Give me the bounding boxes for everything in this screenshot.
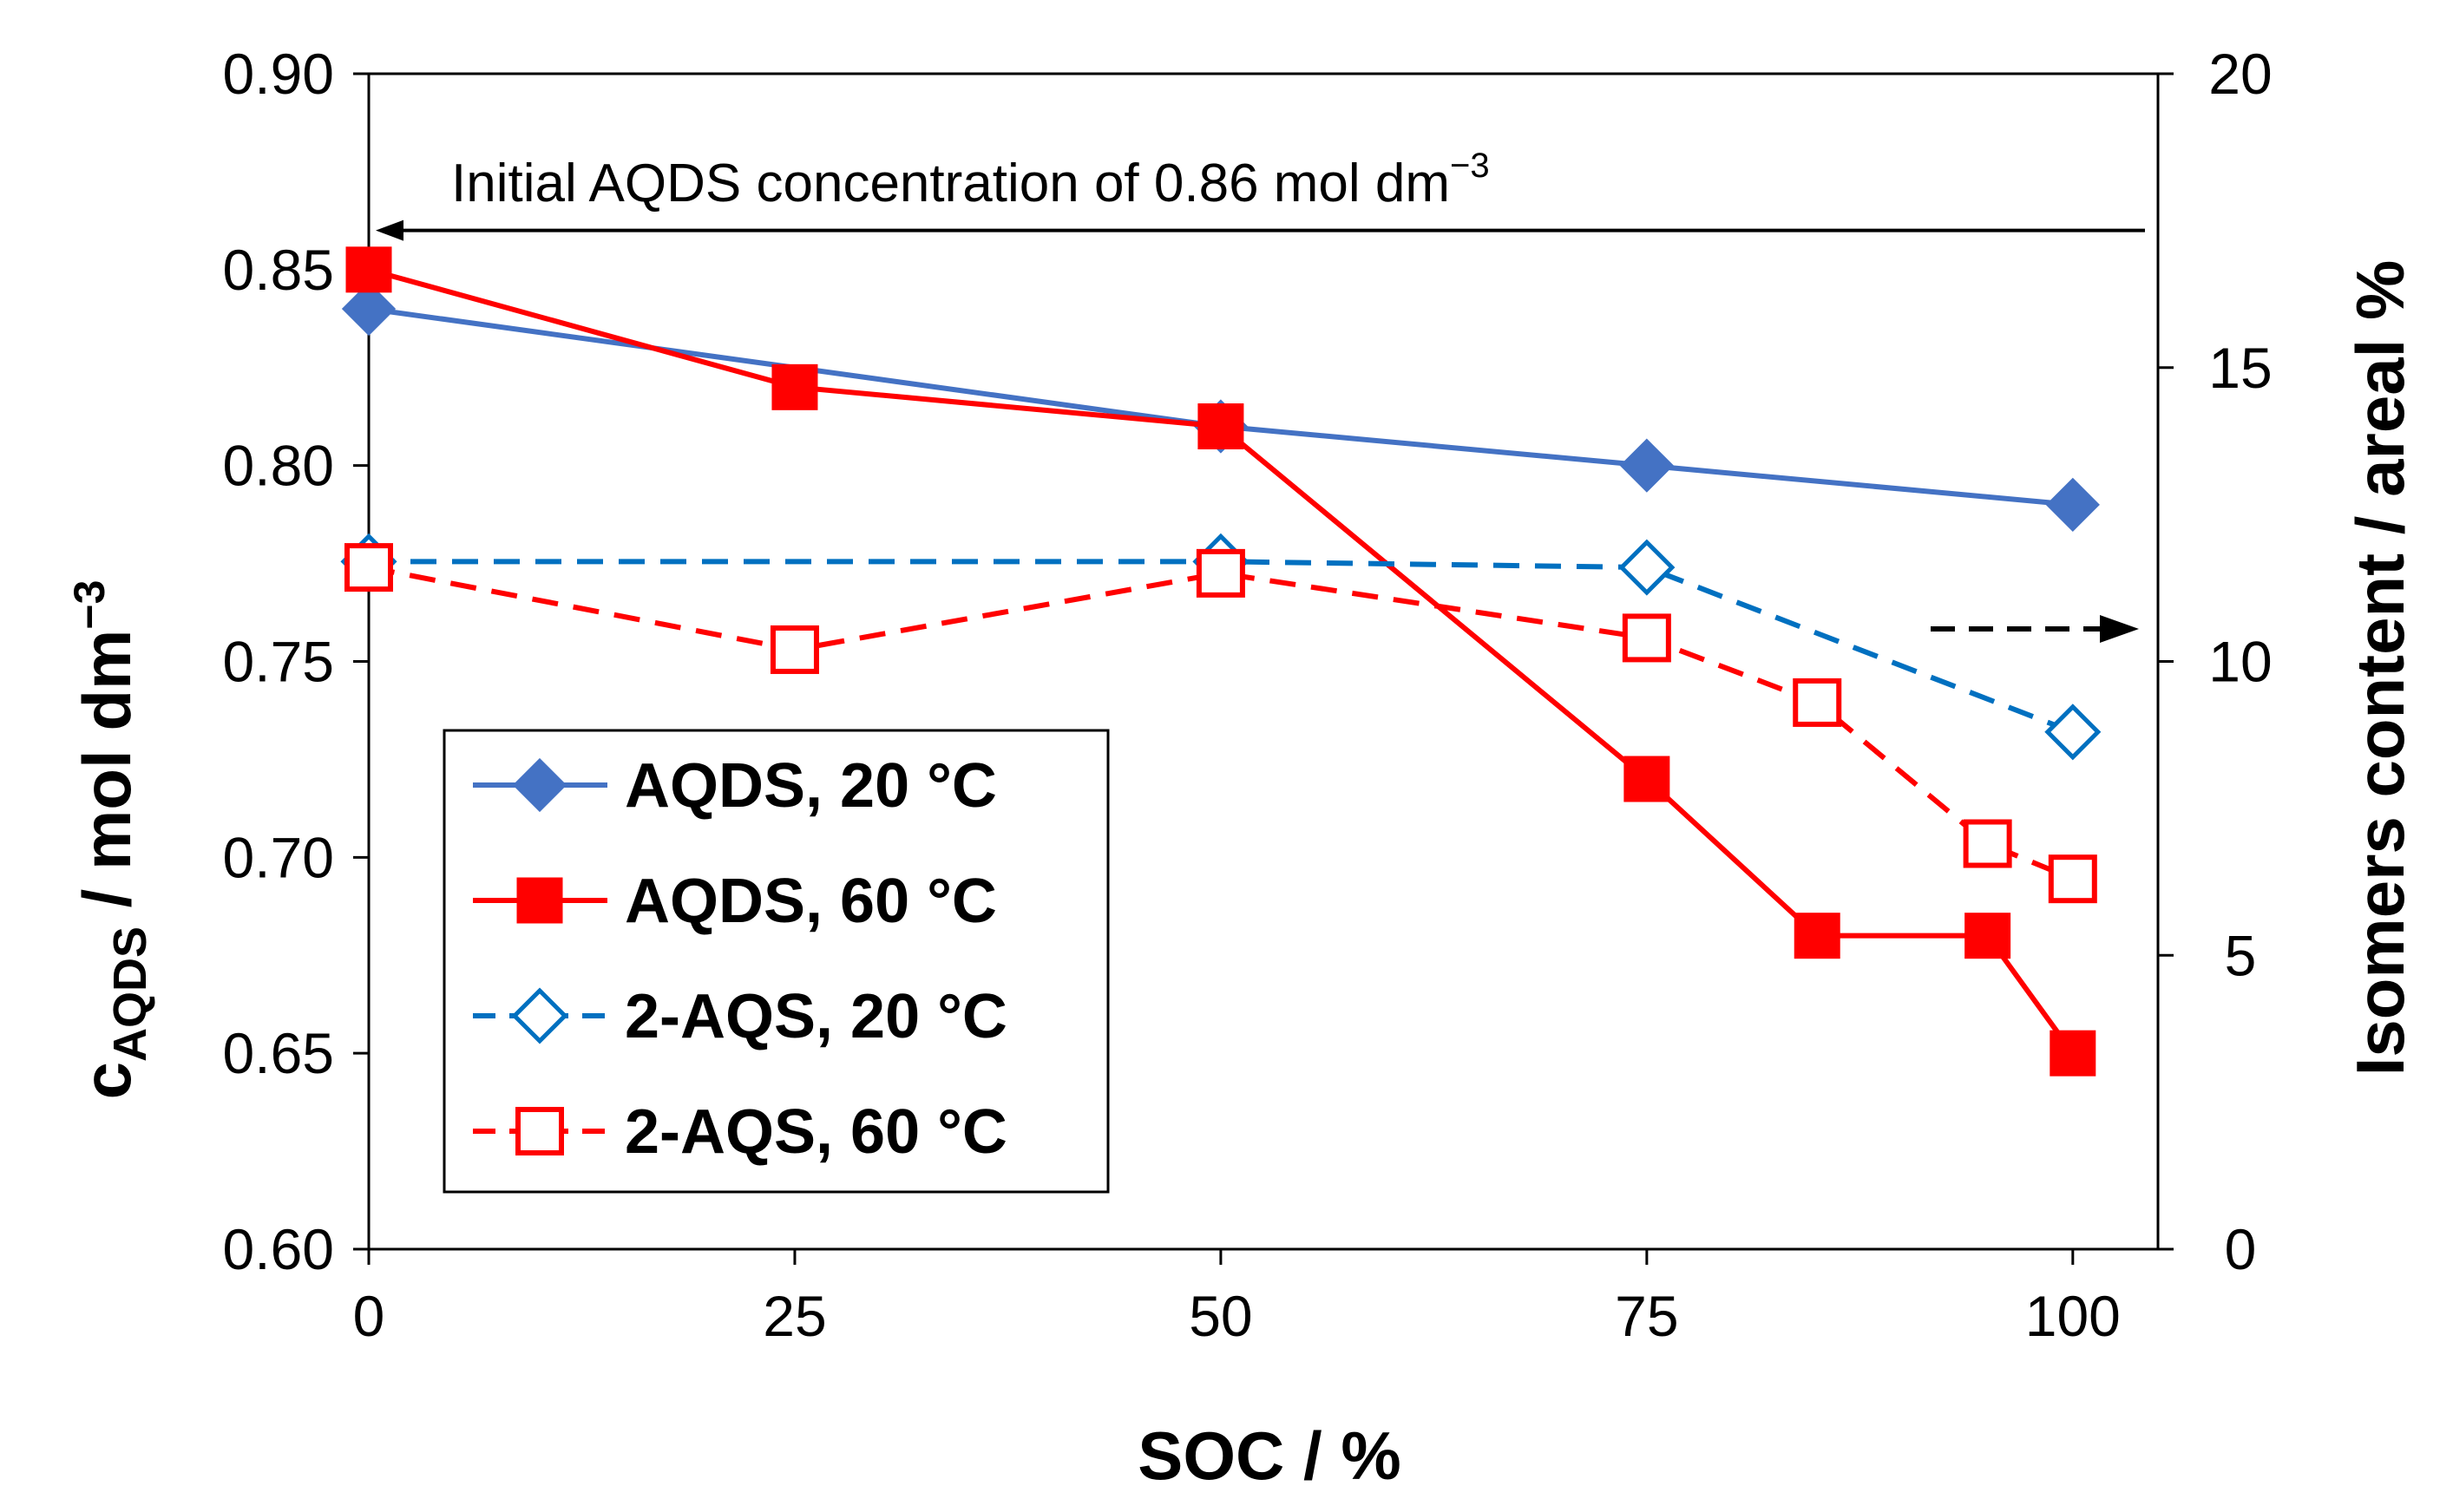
legend-marker [511, 987, 568, 1044]
legend-marker [515, 1107, 564, 1155]
y-axis-left-title: cAQDS / mol dm−3 [65, 580, 156, 1100]
x-tick-label: 25 [763, 1284, 826, 1348]
data-point [2045, 477, 2100, 532]
series-1 [345, 246, 2096, 1077]
axes: 0 25 50 75 100 0.60 0.65 0.70 0.75 0.80 0.85 0.90 0 5… [223, 42, 2273, 1348]
y-left-tick-label: 0.75 [223, 630, 334, 694]
x-tick-label: 75 [1615, 1284, 1678, 1348]
y-right-tick-label: 15 [2208, 336, 2272, 400]
data-point [2044, 704, 2102, 761]
data-point [1197, 403, 1244, 449]
legend-marker [516, 877, 563, 924]
series [340, 246, 2102, 1077]
legend-label: AQDS, 60 °C [625, 867, 997, 936]
data-point [2048, 854, 2097, 904]
x-axis-title: SOC / % [1138, 1417, 1400, 1494]
y-left-tick-label: 0.60 [223, 1217, 334, 1281]
data-point [1622, 613, 1671, 663]
y-left-tick-label: 0.90 [223, 42, 334, 106]
right-axis-arrowhead [2100, 615, 2139, 643]
annotation: Initial AQDS concentration of 0.86 mol d… [451, 147, 1490, 213]
y-right-tick-label: 10 [2208, 630, 2272, 694]
data-point [344, 543, 393, 592]
data-point [2050, 1030, 2096, 1077]
x-tick-label: 50 [1189, 1284, 1252, 1348]
legend-label: 2-AQS, 60 °C [625, 1097, 1007, 1167]
data-point [1963, 819, 2012, 868]
y-left-tick-label: 0.85 [223, 238, 334, 302]
x-tick-label: 0 [353, 1284, 385, 1348]
data-point [341, 281, 397, 337]
data-point [345, 246, 392, 293]
data-point [1196, 548, 1245, 598]
data-point [1619, 438, 1674, 493]
y-left-tick-label: 0.80 [223, 434, 334, 498]
data-point [770, 625, 819, 674]
x-tick-label: 100 [2025, 1284, 2121, 1348]
series-line [369, 559, 2074, 735]
y-right-tick-label: 0 [2225, 1217, 2257, 1281]
legend-label: AQDS, 20 °C [625, 751, 997, 821]
y-right-tick-label: 20 [2208, 42, 2272, 106]
data-point [1964, 913, 2011, 959]
data-point [1794, 913, 1840, 959]
y-left-tick-label: 0.65 [223, 1021, 334, 1085]
legend-marker [512, 757, 567, 813]
legend-label: 2-AQS, 20 °C [625, 982, 1007, 1051]
data-point [771, 363, 818, 410]
initial-concentration-arrowhead [376, 219, 403, 241]
y-right-tick-label: 5 [2225, 923, 2257, 987]
y-axis-right-title: Isomers content / areal % [2342, 260, 2418, 1077]
data-point [1793, 677, 1842, 727]
legend: AQDS, 20 °C AQDS, 60 °C 2-AQS, 20 °C 2-AQS,… [443, 729, 1110, 1194]
annotation-text: Initial AQDS concentration of 0.86 mol d… [451, 147, 1490, 213]
data-point [1623, 756, 1670, 802]
y-left-tick-label: 0.70 [223, 825, 334, 889]
series-3 [344, 543, 2097, 904]
data-point [1618, 539, 1676, 596]
